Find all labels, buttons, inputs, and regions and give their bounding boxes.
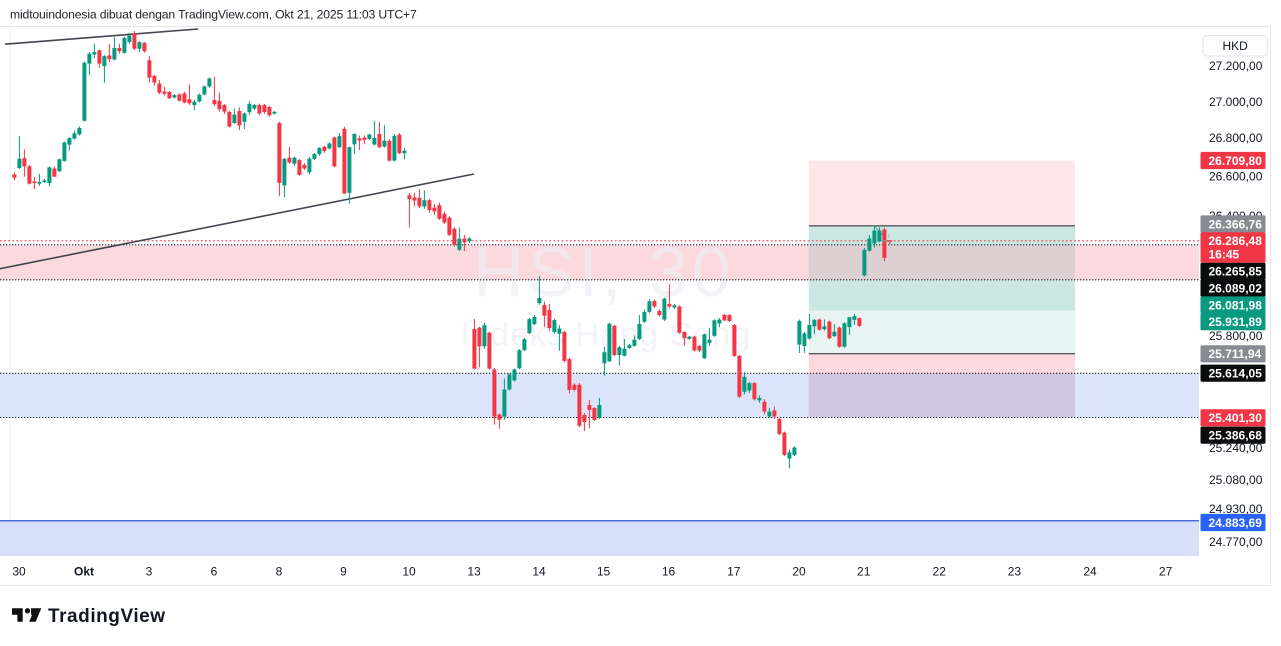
svg-text:26.366,76: 26.366,76: [1209, 217, 1263, 231]
svg-text:Okt: Okt: [74, 565, 94, 579]
svg-text:TradingView: TradingView: [48, 606, 166, 627]
svg-text:20: 20: [792, 565, 806, 579]
svg-text:25.240,00: 25.240,00: [1209, 441, 1263, 455]
svg-text:25.401,30: 25.401,30: [1209, 411, 1263, 425]
svg-text:16: 16: [662, 565, 676, 579]
svg-text:25.711,94: 25.711,94: [1209, 347, 1262, 361]
svg-text:27.200,00: 27.200,00: [1209, 59, 1263, 73]
svg-text:26.286,48: 26.286,48: [1209, 234, 1263, 248]
svg-text:23: 23: [1008, 565, 1022, 579]
svg-text:27: 27: [1159, 565, 1173, 579]
svg-text:10: 10: [402, 565, 416, 579]
svg-text:24.883,69: 24.883,69: [1209, 516, 1263, 530]
svg-text:14: 14: [532, 565, 546, 579]
svg-text:27.000,00: 27.000,00: [1209, 95, 1263, 109]
svg-text:26.081,98: 26.081,98: [1209, 298, 1263, 312]
svg-text:25.080,00: 25.080,00: [1209, 473, 1263, 487]
svg-text:8: 8: [276, 565, 283, 579]
svg-text:midtouindonesia dibuat dengan: midtouindonesia dibuat dengan TradingVie…: [10, 8, 417, 22]
svg-text:24: 24: [1083, 565, 1097, 579]
svg-text:26.089,02: 26.089,02: [1209, 281, 1263, 295]
svg-text:25.386,68: 25.386,68: [1209, 429, 1263, 443]
svg-text:25.800,00: 25.800,00: [1209, 329, 1263, 343]
svg-text:26.265,85: 26.265,85: [1209, 265, 1263, 279]
svg-text:21: 21: [857, 565, 871, 579]
svg-text:30: 30: [12, 565, 26, 579]
svg-text:24.930,00: 24.930,00: [1209, 502, 1263, 516]
svg-text:HSI, 30: HSI, 30: [473, 233, 734, 311]
svg-text:16:45: 16:45: [1209, 248, 1240, 262]
svg-text:HKD: HKD: [1223, 39, 1249, 53]
svg-text:17: 17: [727, 565, 741, 579]
svg-text:Indeks Hang Seng: Indeks Hang Seng: [461, 316, 752, 353]
svg-text:26.709,80: 26.709,80: [1209, 154, 1263, 168]
svg-text:6: 6: [211, 565, 218, 579]
svg-text:26.600,00: 26.600,00: [1209, 170, 1263, 184]
svg-text:22: 22: [933, 565, 947, 579]
svg-text:26.800,00: 26.800,00: [1209, 131, 1263, 145]
svg-text:13: 13: [467, 565, 481, 579]
svg-text:24.770,00: 24.770,00: [1209, 535, 1263, 549]
svg-text:9: 9: [340, 565, 347, 579]
svg-text:25.931,89: 25.931,89: [1209, 315, 1263, 329]
svg-text:3: 3: [146, 565, 153, 579]
svg-text:25.614,05: 25.614,05: [1209, 367, 1263, 381]
svg-text:15: 15: [597, 565, 611, 579]
